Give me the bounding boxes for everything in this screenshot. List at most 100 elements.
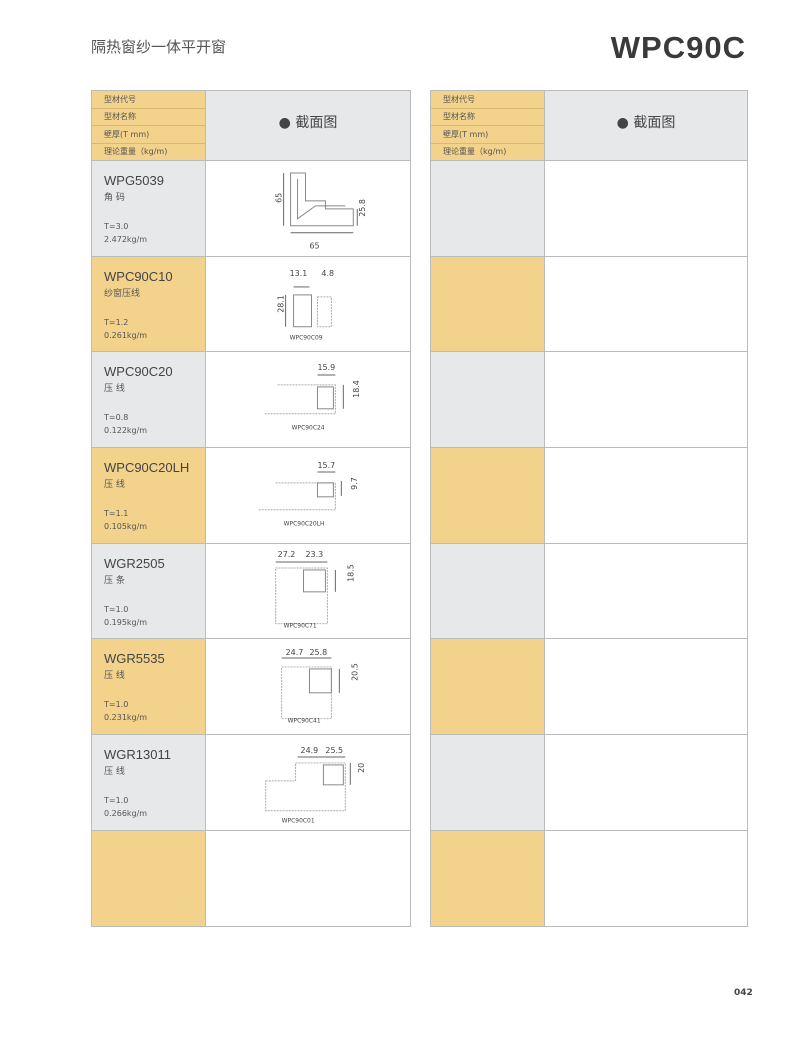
page-number: 042 bbox=[734, 988, 753, 998]
profile-name: 压 线 bbox=[104, 671, 125, 682]
svg-text:4.8: 4.8 bbox=[321, 269, 334, 278]
svg-text:24.7: 24.7 bbox=[286, 648, 304, 657]
profile-name: 压 条 bbox=[104, 575, 125, 586]
series-code: WPC90C bbox=[610, 30, 746, 65]
profile-table-left: 型材代号 型材名称 壁厚(T mm) 理论重量（kg/m) ● 截面图 WPG5039 … bbox=[91, 90, 411, 927]
svg-text:WPC90C24: WPC90C24 bbox=[292, 425, 325, 432]
section-drawing bbox=[545, 639, 747, 735]
profile-specs: T=1.2 0.261kg/m bbox=[104, 316, 147, 342]
theoretical-weight: 2.472kg/m bbox=[104, 235, 148, 244]
table-row: WPC90C10 纱窗压线 T=1.2 0.261kg/m 13.1 4.8 28.1… bbox=[92, 256, 410, 353]
table-row: WGR13011 压 线 T=1.0 0.266kg/m 24.9 25.5 20 WP… bbox=[92, 735, 410, 831]
table-row-empty bbox=[431, 352, 747, 449]
wall-thickness: T=0.8 bbox=[104, 413, 129, 423]
profile-name: 纱窗压线 bbox=[104, 288, 141, 299]
header-labels: 型材代号 型材名称 壁厚(T mm) 理论重量（kg/m) bbox=[92, 91, 206, 160]
section-drawing bbox=[206, 830, 410, 926]
wall-thickness: T=1.0 bbox=[104, 700, 129, 710]
header-label: 理论重量（kg/m) bbox=[443, 147, 507, 157]
profile-specs: T=1.0 0.266kg/m bbox=[104, 794, 147, 820]
profile-info: WPC90C20LH 压 线 T=1.1 0.105kg/m bbox=[92, 448, 206, 543]
table-row-empty bbox=[92, 830, 410, 927]
svg-text:15.9: 15.9 bbox=[317, 363, 335, 372]
header-label: 理论重量（kg/m) bbox=[104, 147, 168, 157]
svg-text:15.7: 15.7 bbox=[317, 461, 335, 470]
header-label: 型材代号 bbox=[92, 91, 205, 109]
svg-text:20.5: 20.5 bbox=[350, 664, 359, 682]
profile-info bbox=[431, 639, 545, 735]
profile-code: WPG5039 bbox=[104, 173, 164, 188]
profile-info: WPC90C10 纱窗压线 T=1.2 0.261kg/m bbox=[92, 256, 206, 352]
table-row: WGR5535 压 线 T=1.0 0.231kg/m 24.7 25.8 20.5 W… bbox=[92, 639, 410, 736]
theoretical-weight: 0.266kg/m bbox=[104, 809, 148, 819]
section-drawing bbox=[545, 830, 747, 926]
section-header: ● 截面图 bbox=[206, 91, 410, 160]
profile-specs: T=0.8 0.122kg/m bbox=[104, 411, 147, 437]
profile-specs: T=1.0 0.195kg/m bbox=[104, 603, 147, 629]
section-drawing: 24.9 25.5 20 WPC90C01 bbox=[206, 735, 410, 830]
profile-info bbox=[431, 830, 545, 926]
header-label: 壁厚(T mm) bbox=[92, 126, 205, 144]
cross-section-drawing: 27.2 23.3 18.5 WPC90C71 bbox=[275, 550, 355, 629]
cross-section-drawing: 15.7 9.7 WPC90C20LH bbox=[257, 461, 359, 528]
svg-text:18.5: 18.5 bbox=[346, 564, 355, 582]
table-row-empty bbox=[431, 161, 747, 257]
cross-section-drawing: 15.9 18.4 WPC90C24 bbox=[263, 363, 361, 432]
profile-name: 压 线 bbox=[104, 480, 125, 491]
svg-text:23.3: 23.3 bbox=[306, 550, 324, 559]
section-drawing bbox=[545, 735, 747, 830]
section-drawing bbox=[545, 448, 747, 543]
cross-section-drawing: 65 25.8 65 bbox=[275, 172, 367, 251]
cross-section-drawing: 24.9 25.5 20 WPC90C01 bbox=[265, 746, 366, 825]
svg-text:9.7: 9.7 bbox=[350, 477, 359, 490]
table-header: 型材代号 型材名称 壁厚(T mm) 理论重量（kg/m) ● 截面图 bbox=[92, 91, 410, 161]
section-drawing bbox=[545, 161, 747, 256]
table-row-empty bbox=[431, 735, 747, 831]
profile-code: WPC90C20 bbox=[104, 364, 173, 380]
profile-table-right: 型材代号 型材名称 壁厚(T mm) 理论重量（kg/m) ● 截面图 bbox=[430, 90, 748, 927]
profile-info bbox=[92, 830, 206, 926]
theoretical-weight: 0.105kg/m bbox=[104, 522, 148, 532]
theoretical-weight: 0.261kg/m bbox=[104, 330, 148, 340]
profile-name: 角 码 bbox=[104, 193, 125, 203]
page-title: 隔热窗纱一体平开窗 bbox=[91, 38, 227, 56]
wall-thickness: T=1.0 bbox=[104, 604, 129, 614]
profile-code: WGR5535 bbox=[104, 651, 165, 667]
profile-info: WGR5535 压 线 T=1.0 0.231kg/m bbox=[92, 639, 206, 735]
table-row: WPC90C20LH 压 线 T=1.1 0.105kg/m 15.7 9.7 WPC… bbox=[92, 448, 410, 544]
header-label: 型材名称 bbox=[92, 109, 205, 126]
table-row-empty bbox=[431, 639, 747, 736]
theoretical-weight: 0.231kg/m bbox=[104, 713, 148, 723]
svg-text:WPC90C41: WPC90C41 bbox=[288, 718, 321, 725]
theoretical-weight: 0.122kg/m bbox=[104, 426, 148, 436]
wall-thickness: T=1.0 bbox=[104, 796, 129, 806]
profile-code: WPC90C10 bbox=[104, 268, 173, 284]
profile-code: WPC90C20LH bbox=[104, 460, 190, 476]
profile-info: WGR2505 压 条 T=1.0 0.195kg/m bbox=[92, 543, 206, 639]
svg-text:13.1: 13.1 bbox=[290, 269, 308, 278]
header-label: 型材名称 bbox=[431, 109, 544, 126]
profile-info bbox=[431, 448, 545, 543]
profile-info: WGR13011 压 线 T=1.0 0.266kg/m bbox=[92, 735, 206, 830]
table-row-empty bbox=[431, 256, 747, 353]
table-row-empty bbox=[431, 543, 747, 640]
svg-text:24.9: 24.9 bbox=[301, 746, 319, 755]
table-row-empty bbox=[431, 448, 747, 544]
profile-code: WGR2505 bbox=[104, 555, 165, 571]
svg-text:WPC90C71: WPC90C71 bbox=[284, 622, 317, 629]
section-drawing: 65 25.8 65 bbox=[206, 161, 410, 256]
section-drawing bbox=[545, 352, 747, 448]
dim: 65 bbox=[275, 193, 284, 203]
svg-text:WPC90C01: WPC90C01 bbox=[282, 818, 315, 825]
header-label: 型材代号 bbox=[431, 91, 544, 109]
cross-section-drawing: 13.1 4.8 28.1 WPC90C09 bbox=[277, 269, 334, 342]
svg-text:18.4: 18.4 bbox=[352, 381, 361, 399]
wall-thickness: T=3.0 bbox=[104, 222, 129, 231]
section-header: ● 截面图 bbox=[545, 91, 747, 160]
svg-text:25.8: 25.8 bbox=[309, 648, 327, 657]
section-drawing: 15.7 9.7 WPC90C20LH bbox=[206, 448, 410, 543]
section-drawing: 15.9 18.4 WPC90C24 bbox=[206, 352, 410, 448]
profile-info bbox=[431, 735, 545, 830]
svg-text:20: 20 bbox=[357, 763, 366, 773]
profile-name: 压 线 bbox=[104, 767, 125, 778]
